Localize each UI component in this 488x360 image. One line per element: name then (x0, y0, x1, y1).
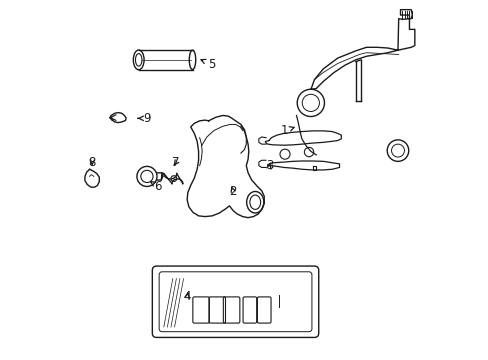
Text: 9: 9 (138, 112, 151, 125)
Text: 6: 6 (150, 180, 162, 193)
Text: 4: 4 (183, 290, 191, 303)
Text: 7: 7 (172, 156, 179, 169)
Text: 8: 8 (88, 156, 96, 169)
Text: 5: 5 (201, 58, 215, 71)
Text: 1: 1 (280, 124, 294, 138)
Text: 3: 3 (265, 159, 273, 172)
Text: 2: 2 (229, 185, 237, 198)
